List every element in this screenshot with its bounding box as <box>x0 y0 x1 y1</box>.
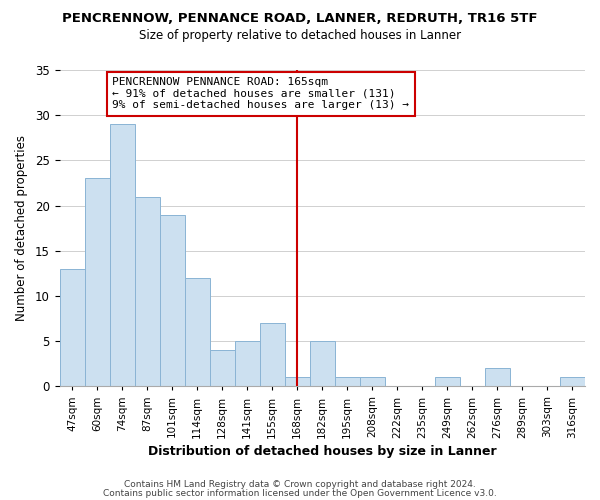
Text: PENCRENNOW, PENNANCE ROAD, LANNER, REDRUTH, TR16 5TF: PENCRENNOW, PENNANCE ROAD, LANNER, REDRU… <box>62 12 538 24</box>
Bar <box>235 341 260 386</box>
Bar <box>435 378 460 386</box>
Bar <box>110 124 134 386</box>
Bar <box>185 278 209 386</box>
X-axis label: Distribution of detached houses by size in Lanner: Distribution of detached houses by size … <box>148 444 497 458</box>
Bar <box>85 178 110 386</box>
Text: Size of property relative to detached houses in Lanner: Size of property relative to detached ho… <box>139 29 461 42</box>
Bar <box>285 378 310 386</box>
Bar <box>560 378 585 386</box>
Text: Contains public sector information licensed under the Open Government Licence v3: Contains public sector information licen… <box>103 488 497 498</box>
Bar <box>310 341 335 386</box>
Bar <box>260 323 285 386</box>
Text: Contains HM Land Registry data © Crown copyright and database right 2024.: Contains HM Land Registry data © Crown c… <box>124 480 476 489</box>
Bar <box>360 378 385 386</box>
Bar <box>160 214 185 386</box>
Bar <box>335 378 360 386</box>
Bar <box>134 196 160 386</box>
Y-axis label: Number of detached properties: Number of detached properties <box>15 135 28 321</box>
Bar <box>59 269 85 386</box>
Text: PENCRENNOW PENNANCE ROAD: 165sqm
← 91% of detached houses are smaller (131)
9% o: PENCRENNOW PENNANCE ROAD: 165sqm ← 91% o… <box>112 77 409 110</box>
Bar <box>209 350 235 387</box>
Bar <box>485 368 510 386</box>
